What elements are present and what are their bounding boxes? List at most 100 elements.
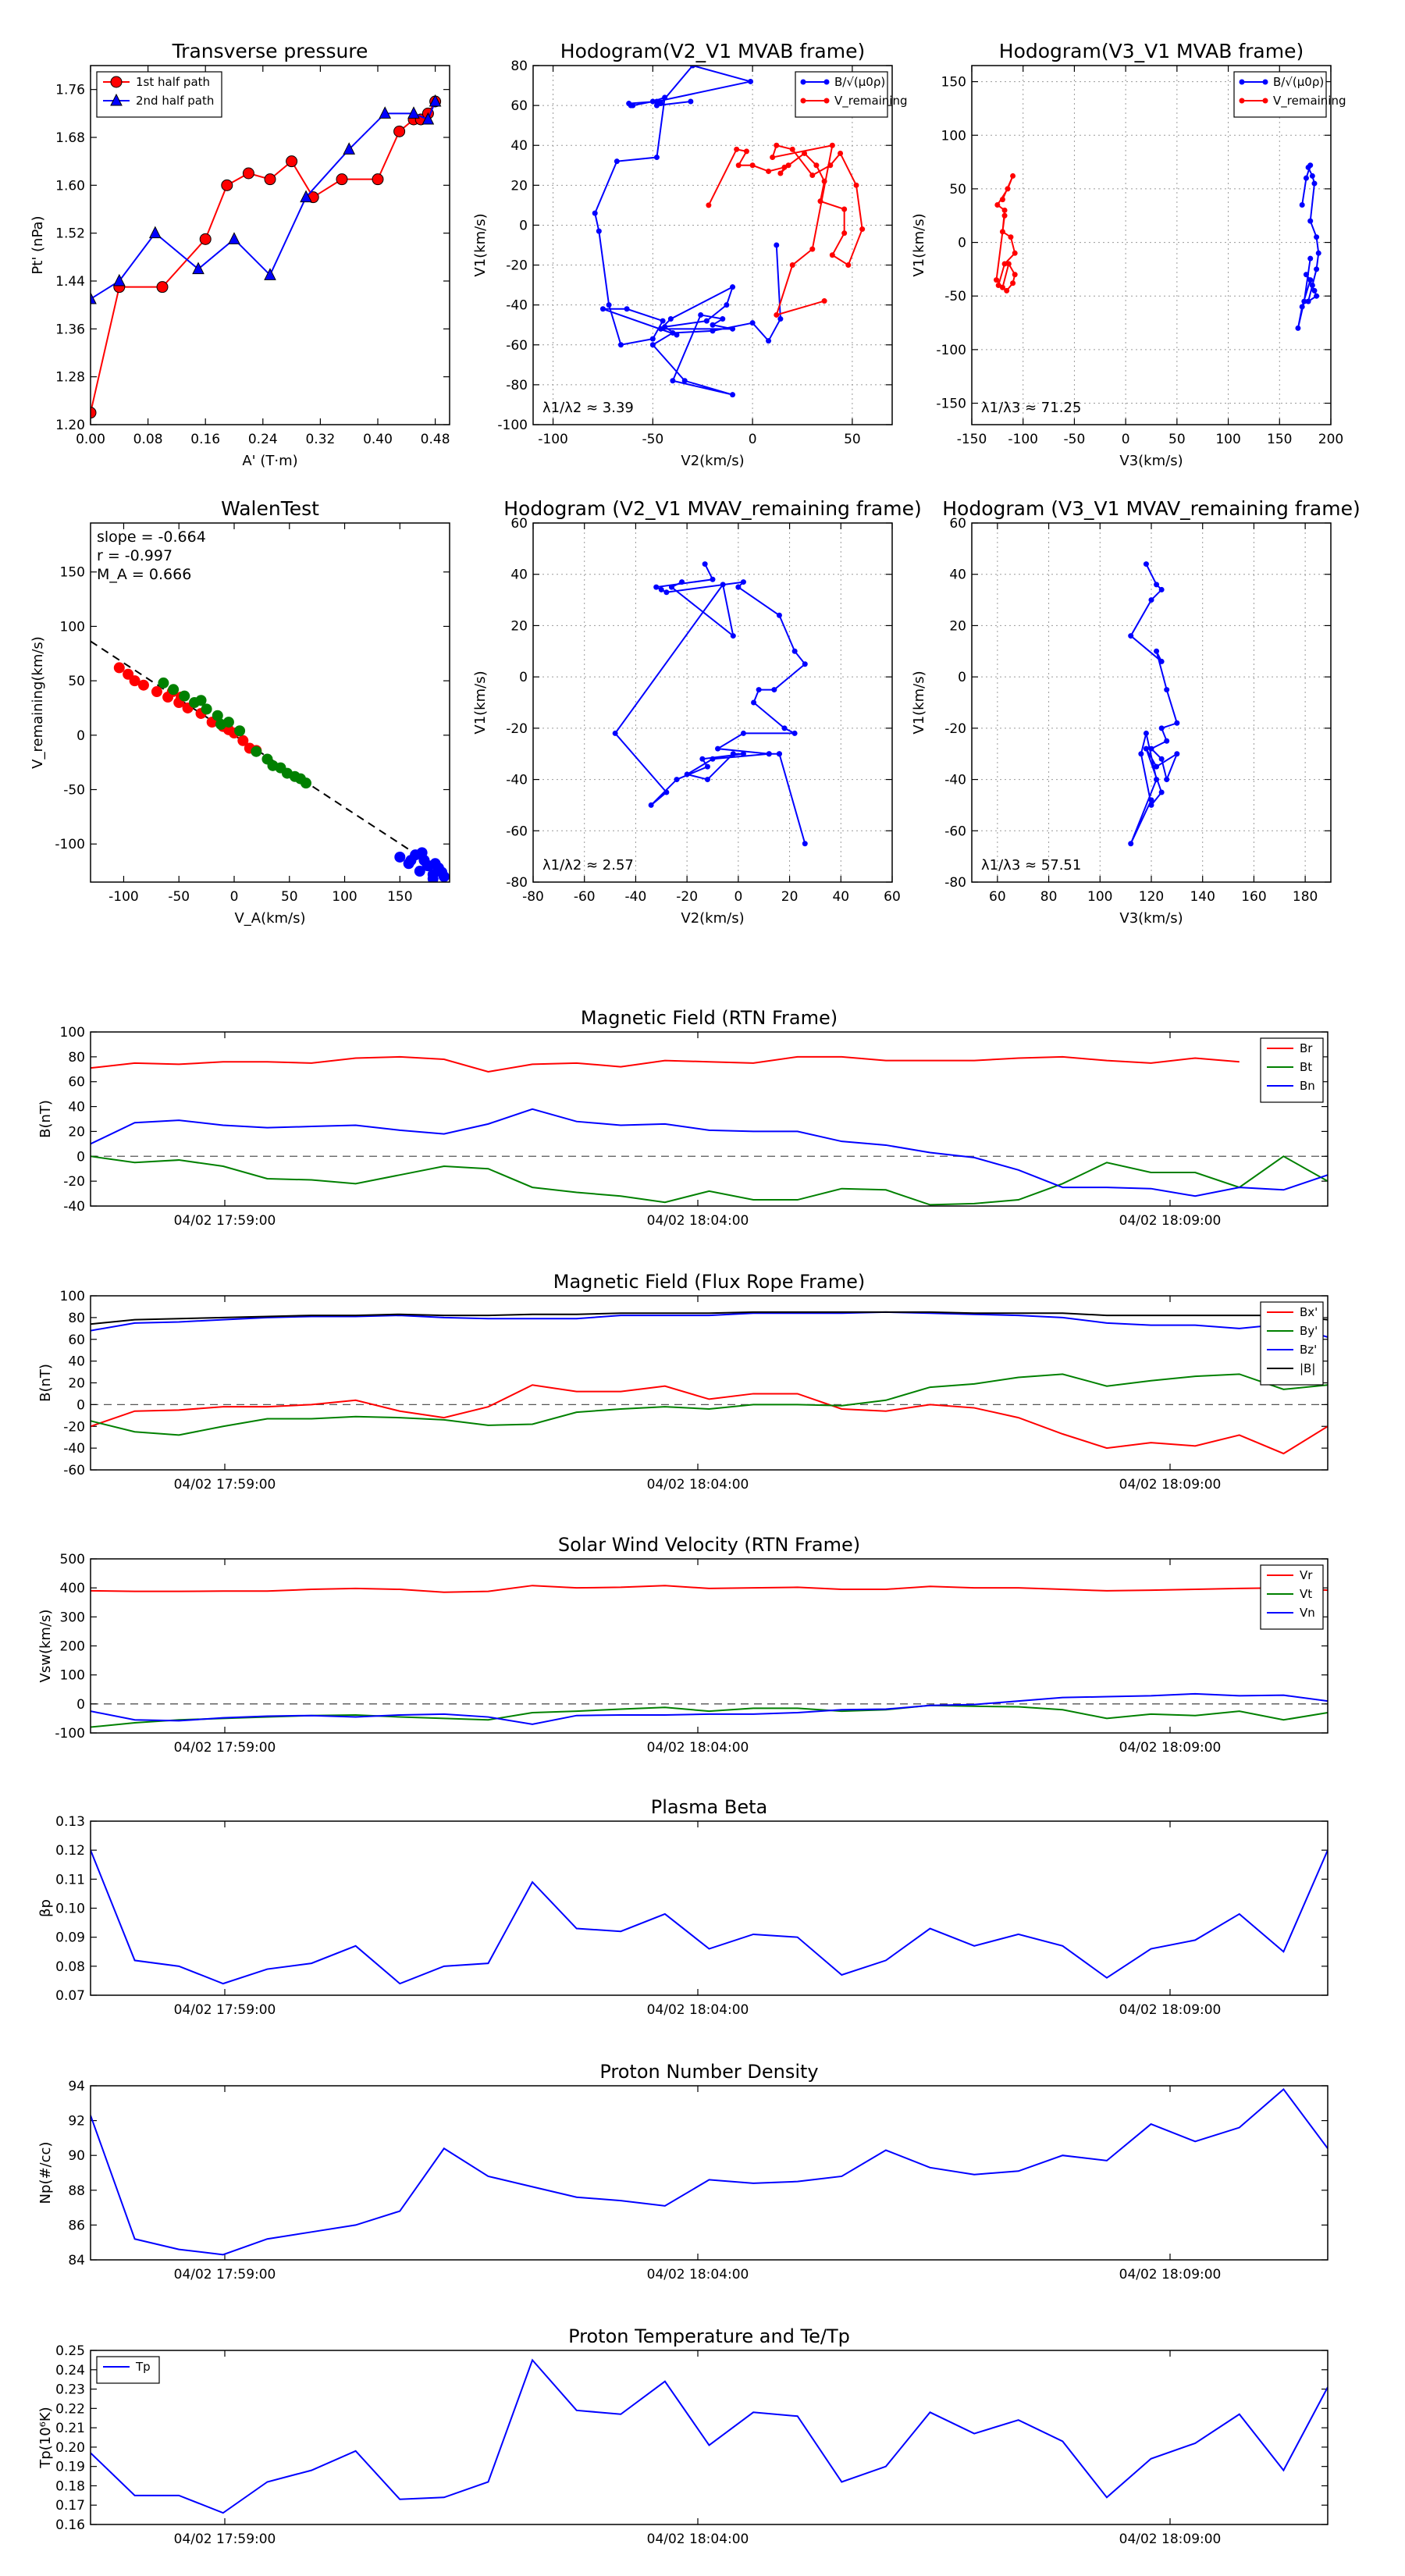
- chart-title: Proton Number Density: [599, 2061, 818, 2083]
- data-point: [1154, 648, 1160, 654]
- plot-area: [91, 1849, 1328, 1985]
- data-point: [372, 173, 384, 186]
- axes-frame: [532, 522, 893, 883]
- x-tick-label: 04/02 18:04:00: [647, 2267, 749, 2282]
- x-tick-label: 04/02 17:59:00: [174, 2002, 276, 2018]
- y-tick-label: 50: [949, 182, 966, 197]
- y-tick-label: 0.20: [55, 2440, 85, 2456]
- data-point: [179, 690, 190, 702]
- chart-title: Hodogram(V3_V1 MVAB frame): [999, 40, 1304, 62]
- data-point: [756, 687, 762, 693]
- data-point: [1314, 293, 1320, 299]
- data-point: [1148, 745, 1154, 752]
- data-point: [1314, 234, 1320, 240]
- y-tick-label: 200: [60, 1639, 85, 1655]
- data-point: [679, 579, 685, 585]
- legend: Br Bt Bn: [1260, 1037, 1324, 1103]
- data-point: [699, 756, 706, 762]
- y-tick-label: 100: [941, 128, 966, 144]
- plot-area: [91, 640, 450, 882]
- legend-label: 2nd half path: [136, 94, 214, 108]
- data-point: [704, 777, 710, 783]
- data-point: [845, 262, 852, 269]
- y-tick-label: 80: [68, 1311, 85, 1326]
- data-point: [702, 561, 708, 568]
- data-point: [748, 78, 754, 84]
- series-line-|B|: [91, 1311, 1328, 1325]
- y-axis-label: V1(km/s): [472, 213, 489, 276]
- x-tick-label: 04/02 18:09:00: [1119, 1477, 1222, 1493]
- data-point: [838, 150, 844, 156]
- data-point: [674, 777, 680, 783]
- data-point: [1299, 304, 1305, 310]
- y-axis-label: Tp(10⁶K): [37, 2407, 54, 2468]
- chart-mag_rtn: Magnetic Field (RTN Frame) -40 -20 0 20 40 60 8…: [37, 1007, 1329, 1229]
- y-tick-label: 40: [68, 1100, 85, 1115]
- chart-density: Proton Number Density 84 86 88 90 92 94 04/02 1…: [37, 2061, 1329, 2282]
- data-point: [853, 182, 859, 188]
- y-tick-label: 0: [958, 236, 966, 251]
- data-point: [151, 686, 162, 698]
- x-tick-label: 04/02 18:04:00: [647, 2532, 749, 2547]
- axes-frame: [90, 65, 450, 425]
- x-axis-label: V2(km/s): [681, 453, 744, 469]
- x-tick-label: 0: [749, 432, 757, 447]
- data-point: [1307, 277, 1314, 283]
- x-tick-label: 0.40: [363, 432, 393, 447]
- data-point: [821, 298, 827, 304]
- data-point: [1305, 298, 1311, 304]
- x-tick-label: -40: [625, 889, 647, 905]
- x-tick-label: 04/02 18:09:00: [1119, 1740, 1222, 1756]
- x-tick-label: 60: [884, 889, 901, 905]
- data-point: [1143, 730, 1149, 736]
- x-tick-label: -60: [574, 889, 596, 905]
- data-point: [624, 306, 630, 312]
- x-tick-label: 50: [1168, 432, 1186, 447]
- legend-label: Vn: [1300, 1606, 1315, 1620]
- data-point: [667, 316, 674, 322]
- data-point: [1143, 745, 1149, 752]
- y-tick-label: 1.76: [55, 83, 85, 98]
- data-point: [228, 232, 240, 244]
- data-point: [148, 226, 162, 239]
- data-point: [237, 735, 249, 746]
- data-point: [703, 318, 710, 324]
- series-line-V_remaining: [1129, 564, 1179, 845]
- y-tick-label: 300: [60, 1610, 85, 1625]
- data-point: [802, 150, 808, 156]
- data-point: [251, 745, 262, 757]
- data-point: [1307, 255, 1314, 262]
- data-point: [662, 94, 668, 101]
- y-axis-label: Pt' (nPa): [30, 215, 46, 274]
- chart-mag_fr: Magnetic Field (Flux Rope Frame) -60 -40 -2…: [37, 1271, 1329, 1493]
- legend-marker: [823, 79, 830, 85]
- axes-frame: [90, 1558, 1329, 1734]
- y-tick-label: 40: [510, 568, 528, 583]
- legend-label: Bt: [1300, 1060, 1312, 1074]
- x-tick-label: 0: [230, 889, 239, 905]
- data-point: [809, 246, 816, 252]
- y-tick-label: -20: [506, 258, 528, 274]
- data-point: [710, 576, 716, 582]
- y-tick-label: 0: [76, 1697, 85, 1713]
- data-point: [112, 273, 126, 286]
- y-tick-label: 150: [941, 75, 966, 91]
- data-point: [599, 306, 606, 312]
- data-point: [91, 291, 97, 304]
- data-point: [688, 98, 694, 105]
- chart-title: Hodogram (V3_V1 MVAV_remaining frame): [942, 497, 1361, 520]
- y-tick-label: 0: [519, 218, 528, 233]
- data-point: [429, 94, 442, 107]
- legend: Tp: [96, 2356, 160, 2384]
- chart-title: Plasma Beta: [651, 1796, 767, 1818]
- series-line-1st half path: [91, 101, 436, 413]
- y-tick-label: -100: [55, 837, 85, 852]
- data-point: [1008, 234, 1014, 240]
- y-tick-label: -100: [55, 1726, 85, 1742]
- x-tick-label: 04/02 18:04:00: [647, 2002, 749, 2018]
- y-tick-label: 1.20: [55, 418, 85, 433]
- data-point: [1012, 272, 1018, 278]
- legend-label: B/√(μ0ρ): [834, 75, 885, 89]
- data-point: [740, 579, 746, 585]
- y-tick-label: -80: [944, 875, 966, 891]
